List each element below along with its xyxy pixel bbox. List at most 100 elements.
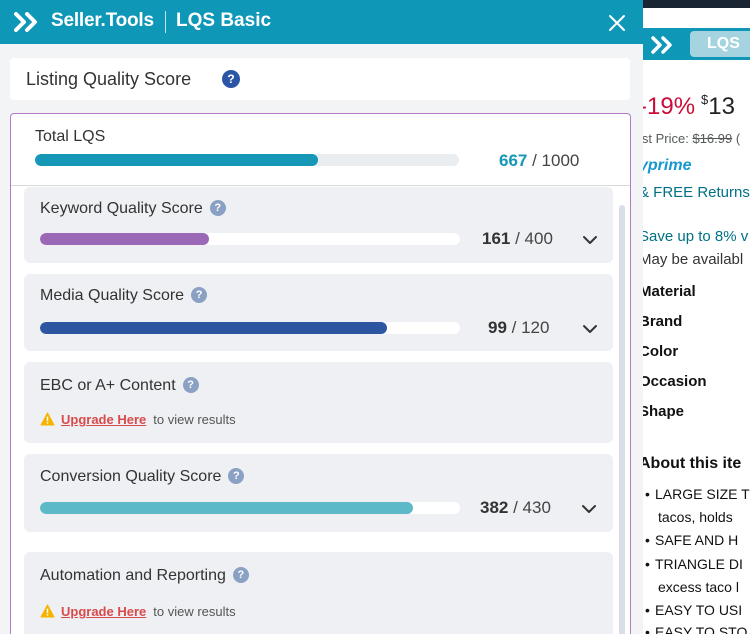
media-quality-section[interactable]: Media Quality Score? 99 / 120 [24,274,613,351]
attr-material: Material [643,283,696,300]
lqs-button[interactable]: LQS [690,31,750,57]
panel-header: Seller.Tools LQS Basic [0,0,643,44]
list-price: ist Price: $16.99 ( [643,131,740,146]
warning-icon [40,412,55,426]
ebc-content-section[interactable]: EBC or A+ Content? Upgrade Here to view r… [24,362,613,443]
upgrade-link[interactable]: Upgrade Here [61,604,147,619]
media-quality-max: / 120 [511,318,550,337]
bullet-item: • EASY TO USI [645,602,742,618]
amazon-product-page: LQS -19% $13 ist Price: $16.99 ( yprime &… [643,0,750,634]
bullet-text: EASY TO STO [655,624,748,634]
bullet-dot: • [645,556,650,572]
upgrade-notice: Upgrade Here to view results [40,412,236,427]
upgrade-note: to view results [153,412,236,427]
header-divider [165,11,166,33]
divider [11,185,630,186]
bullet-cont: excess taco l [658,579,739,595]
keyword-quality-title: Keyword Quality Score? [40,200,226,218]
help-icon[interactable]: ? [228,468,245,484]
media-quality-progress [40,322,460,334]
double-chevron-logo-icon[interactable] [651,36,677,54]
help-icon[interactable]: ? [232,567,249,583]
title-card: Listing Quality Score ? [10,58,630,100]
keyword-quality-section[interactable]: Keyword Quality Score? 161 / 400 [24,187,613,263]
list-price-label: ist Price: [643,131,689,146]
bullet-item: • SAFE AND H [645,532,738,548]
double-chevron-logo-icon [14,12,37,32]
bullet-item: • TRIANGLE DI [645,556,743,572]
bullet-item: • LARGE SIZE T [645,486,750,502]
total-lqs-value: 667 [499,151,528,170]
media-quality-value: 99 [488,318,507,337]
bullet-text: EASY TO USI [655,602,743,618]
conversion-quality-value: 382 [480,498,509,517]
product-name: LQS Basic [176,10,272,31]
warning-icon [40,604,55,618]
keyword-quality-score: 161 / 400 [482,229,553,249]
upgrade-link[interactable]: Upgrade Here [61,412,147,427]
bullet-dot: • [645,624,650,634]
bullet-text: LARGE SIZE T [655,486,750,502]
ebc-content-title: EBC or A+ Content? [40,377,199,395]
total-lqs-max: / 1000 [532,151,580,170]
help-icon[interactable]: ? [209,200,226,216]
media-quality-score: 99 / 120 [488,318,549,338]
media-quality-title: Media Quality Score? [40,287,208,305]
keyword-quality-value: 161 [482,229,511,248]
close-icon[interactable] [606,12,628,34]
save-link[interactable]: Save up to 8% v [643,228,749,245]
bullet-cont: tacos, holds [658,509,733,525]
bullet-dot: • [645,532,650,548]
currency: $ [701,92,709,107]
conversion-quality-title: Conversion Quality Score? [40,468,245,486]
upgrade-note: to view results [153,604,236,619]
total-lqs-progress [35,154,459,166]
attr-shape: Shape [643,403,685,420]
keyword-quality-progress [40,233,460,245]
score-panel: Total LQS 667 / 1000 Keyword Quality Sco… [10,113,631,634]
keyword-quality-progress-fill [40,233,210,245]
lqs-toolbar: LQS [643,28,750,60]
bullet-text: SAFE AND H [655,532,739,548]
total-lqs-score: 667 / 1000 [499,151,579,171]
keyword-quality-max: / 400 [515,229,553,248]
price: -19% $13 [643,92,735,121]
free-returns-link[interactable]: & FREE Returns [643,184,750,201]
chevron-down-icon[interactable] [582,324,598,334]
media-quality-progress-fill [40,322,387,334]
conversion-quality-score: 382 / 430 [480,498,551,518]
about-heading: About this ite [643,455,742,472]
prime-prefix: y [643,157,648,174]
bullet-dot: • [645,486,650,502]
automation-reporting-section[interactable]: Automation and Reporting? Upgrade Here to… [24,552,613,634]
list-price-tail: ( [735,131,741,146]
conversion-quality-progress-fill [40,502,413,514]
help-icon[interactable]: ? [222,70,240,88]
prime-word: prime [647,157,692,174]
bullet-item: • EASY TO STO [645,624,747,634]
amazon-top-strip [643,0,750,8]
chevron-down-icon[interactable] [582,235,598,245]
automation-reporting-title: Automation and Reporting? [40,567,249,585]
total-lqs-label: Total LQS [35,128,106,145]
scrollbar[interactable] [619,205,625,634]
help-icon[interactable]: ? [191,287,208,303]
price-value: 13 [708,93,735,120]
bullet-dot: • [645,602,650,618]
help-icon[interactable]: ? [182,377,199,393]
attr-occasion: Occasion [643,373,707,390]
discount: -19% [643,93,696,120]
conversion-quality-max: / 430 [513,498,551,517]
page-title: Listing Quality Score [26,69,192,89]
prime-badge: yprime [643,157,691,175]
chevron-down-icon[interactable] [581,504,597,514]
lqs-panel: Seller.Tools LQS Basic Listing Quality S… [0,0,643,634]
brand-name: Seller.Tools [51,10,154,31]
conversion-quality-section[interactable]: Conversion Quality Score? 382 / 430 [24,454,613,532]
total-lqs-progress-fill [35,154,318,166]
availability-text: May be availabl [643,251,744,268]
bullet-text: TRIANGLE DI [655,556,743,572]
list-price-value: $16.99 [692,131,733,146]
attr-brand: Brand [643,313,683,330]
